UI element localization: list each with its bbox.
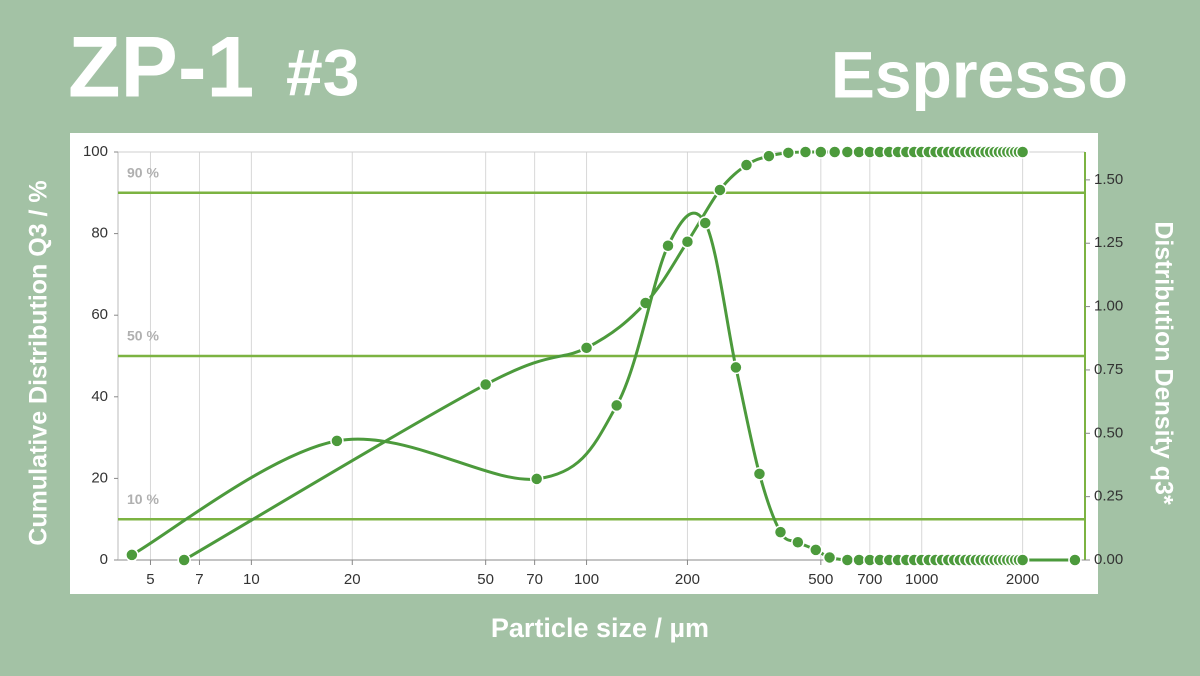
data-point bbox=[822, 550, 837, 565]
data-point bbox=[791, 535, 805, 550]
data-point bbox=[739, 158, 754, 172]
data-point bbox=[713, 183, 727, 197]
y2-tick-label: 1.25 bbox=[1094, 234, 1123, 251]
x-tick-label: 70 bbox=[526, 571, 543, 588]
data-point bbox=[579, 341, 594, 355]
x-tick-label: 10 bbox=[243, 571, 260, 588]
y-tick-label: 60 bbox=[91, 306, 108, 323]
data-point bbox=[478, 377, 493, 392]
reference-label: 50 % bbox=[127, 328, 159, 344]
data-point bbox=[1015, 145, 1030, 159]
data-point bbox=[773, 525, 788, 539]
chart-title: ZP-1 bbox=[68, 20, 254, 116]
data-point bbox=[529, 472, 544, 486]
data-point bbox=[840, 145, 855, 159]
data-point bbox=[840, 553, 855, 567]
data-point bbox=[680, 235, 695, 249]
reference-label: 90 % bbox=[127, 165, 159, 181]
data-point bbox=[729, 360, 743, 375]
data-point bbox=[798, 145, 813, 159]
x-tick-label: 2000 bbox=[1006, 571, 1039, 588]
y-tick-label: 40 bbox=[91, 388, 108, 405]
data-point bbox=[609, 398, 624, 413]
y2-tick-label: 0.50 bbox=[1094, 424, 1123, 441]
data-point bbox=[125, 548, 139, 562]
x-axis-label: Particle size / µm bbox=[491, 613, 709, 643]
x-tick-label: 100 bbox=[574, 571, 599, 588]
x-tick-label: 7 bbox=[195, 571, 203, 588]
y2-tick-label: 1.00 bbox=[1094, 298, 1123, 315]
x-tick-label: 200 bbox=[675, 571, 700, 588]
chart-title-number: #3 bbox=[286, 35, 359, 109]
x-tick-label: 1000 bbox=[905, 571, 938, 588]
data-point bbox=[762, 149, 776, 163]
data-point bbox=[177, 553, 191, 567]
y-tick-label: 100 bbox=[83, 143, 108, 160]
data-point bbox=[330, 434, 344, 448]
data-point bbox=[814, 145, 828, 159]
data-point bbox=[752, 467, 767, 481]
y-tick-label: 20 bbox=[91, 469, 108, 486]
x-tick-label: 50 bbox=[477, 571, 494, 588]
data-point bbox=[661, 239, 675, 253]
x-tick-label: 500 bbox=[808, 571, 833, 588]
y-tick-label: 0 bbox=[100, 551, 108, 568]
plot-panel bbox=[70, 133, 1098, 594]
y-axis-label: Cumulative Distribution Q3 / % bbox=[25, 180, 53, 545]
x-tick-label: 5 bbox=[146, 571, 154, 588]
data-point bbox=[827, 145, 842, 159]
y2-tick-label: 1.50 bbox=[1094, 171, 1123, 188]
data-point bbox=[809, 543, 823, 557]
data-point bbox=[1015, 553, 1030, 567]
y2-tick-label: 0.75 bbox=[1094, 361, 1123, 378]
data-point bbox=[1068, 553, 1082, 567]
x-tick-label: 700 bbox=[857, 571, 882, 588]
reference-label: 10 % bbox=[127, 491, 159, 507]
y2-tick-label: 0.25 bbox=[1094, 488, 1123, 505]
y2-tick-label: 0.00 bbox=[1094, 551, 1123, 568]
chart-subtitle: Espresso bbox=[831, 37, 1128, 111]
data-point bbox=[781, 146, 796, 160]
y2-axis-label: Distribution Density q3* bbox=[1149, 221, 1177, 505]
data-point bbox=[698, 216, 712, 230]
x-tick-label: 20 bbox=[344, 571, 361, 588]
y-tick-label: 80 bbox=[91, 225, 108, 242]
